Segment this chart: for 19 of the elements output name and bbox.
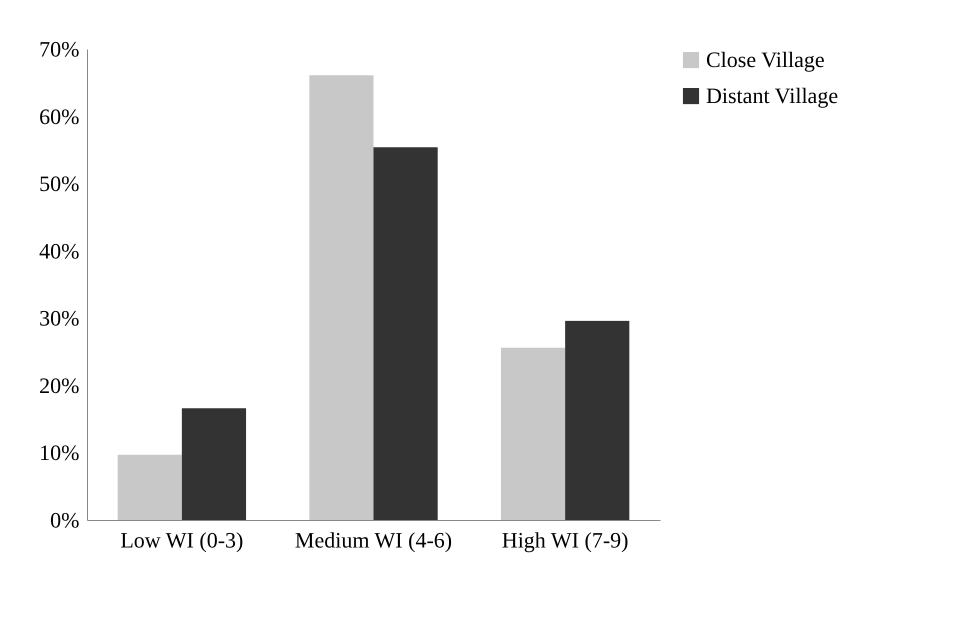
y-tick-label: 50%	[39, 171, 80, 196]
x-tick-label: Low WI (0-3)	[120, 528, 244, 552]
y-tick-label: 20%	[39, 372, 80, 398]
bar	[309, 75, 374, 520]
y-tick-label: 70%	[39, 36, 80, 62]
y-tick-label: 60%	[39, 104, 80, 129]
y-tick-label: 40%	[39, 238, 80, 264]
bar	[500, 348, 566, 520]
legend-label: Close Village	[706, 47, 825, 72]
y-tick-label: 10%	[39, 440, 80, 466]
bar	[118, 454, 182, 520]
bar	[374, 147, 438, 520]
x-tick-label: Medium WI (4-6)	[294, 528, 452, 552]
x-tick-label: High WI (7-9)	[502, 528, 628, 552]
bar	[182, 408, 246, 520]
y-tick-label: 0%	[50, 508, 80, 532]
y-tick-label: 30%	[39, 306, 80, 331]
legend-label: Distant Village	[706, 83, 838, 108]
bar	[565, 320, 630, 520]
